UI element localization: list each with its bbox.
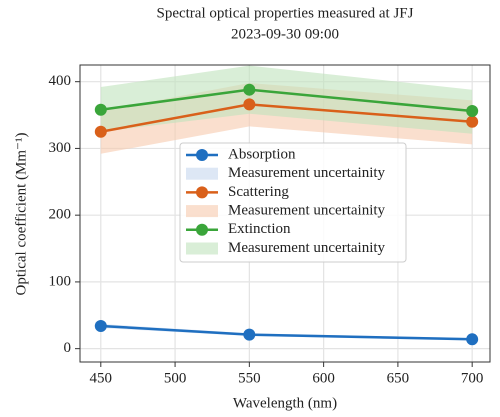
x-tick-label: 650: [387, 370, 410, 386]
legend-marker: [196, 223, 208, 236]
x-tick-label: 700: [461, 370, 484, 386]
legend-label: Measurement uncertainity: [228, 203, 386, 219]
legend-swatch: [186, 205, 218, 218]
legend-label: Measurement uncertainity: [228, 240, 386, 256]
legend-label: Extinction: [228, 221, 291, 237]
data-point: [243, 83, 256, 96]
series-line: [100, 324, 473, 341]
data-point: [94, 319, 107, 332]
data-point: [466, 115, 479, 128]
x-tick-label: 550: [238, 370, 261, 386]
y-tick-label: 100: [49, 273, 72, 289]
data-point: [466, 333, 479, 346]
legend-label: Scattering: [228, 184, 289, 200]
x-axis-label: Wavelength (nm): [233, 395, 337, 411]
chart-title: Spectral optical properties measured at …: [156, 5, 413, 21]
y-tick-label: 300: [49, 140, 72, 156]
x-tick-label: 500: [164, 370, 187, 386]
legend-marker: [196, 186, 208, 199]
chart-subtitle: 2023-09-30 09:00: [231, 26, 339, 42]
y-tick-label: 0: [64, 340, 72, 356]
uncertainty-band: [100, 65, 473, 134]
legend: Absorption Measurement uncertainity Scatte…: [179, 142, 407, 263]
data-point: [94, 125, 107, 138]
y-tick-label: 400: [49, 73, 72, 89]
legend-label: Measurement uncertainity: [228, 165, 386, 181]
x-tick-label: 450: [90, 370, 113, 386]
plot-frame: [79, 64, 491, 363]
legend-box: [179, 142, 407, 263]
y-tick-label: 200: [49, 207, 72, 223]
legend-swatch: [186, 242, 218, 255]
x-tick-label: 600: [312, 370, 335, 386]
y-axis-label: Optical coefficient (Mm⁻¹): [13, 133, 29, 296]
data-point: [94, 103, 107, 116]
data-point: [243, 328, 256, 341]
legend-swatch: [186, 167, 218, 180]
data-point: [466, 105, 479, 118]
data-point: [243, 98, 256, 111]
legend-label: Absorption: [228, 146, 296, 162]
legend-marker: [196, 149, 208, 161]
